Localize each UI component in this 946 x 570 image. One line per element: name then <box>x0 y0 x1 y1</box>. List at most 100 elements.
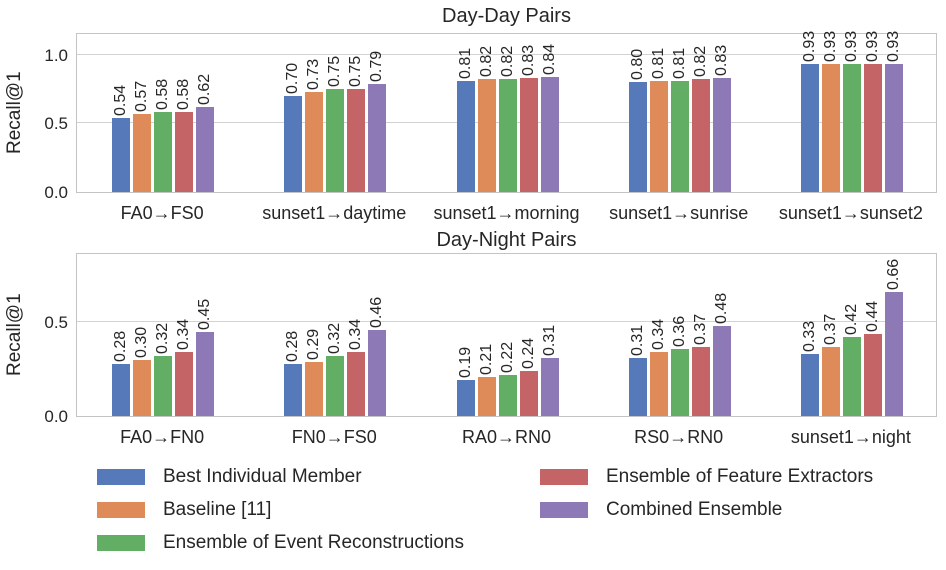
bar <box>670 348 689 416</box>
bar-value-label: 0.28 <box>284 330 302 362</box>
bar <box>863 333 882 416</box>
bar-value-label: 0.81 <box>670 47 688 79</box>
bar-value-label: 0.37 <box>691 313 709 345</box>
x-category-label: sunset1→daytime <box>262 203 407 223</box>
legend-swatch <box>97 468 145 485</box>
bar-value-label: 0.48 <box>712 292 730 325</box>
bar <box>347 352 366 416</box>
x-category-label: FN0→FS0 <box>291 427 377 447</box>
bar-value-label: 0.79 <box>368 50 386 82</box>
bar <box>175 352 194 416</box>
x-category-label: sunset1→morning <box>433 203 580 223</box>
bar <box>712 326 731 416</box>
legend-swatch <box>540 468 588 485</box>
bar-value-label: 0.34 <box>649 319 667 351</box>
bar <box>477 79 496 192</box>
legend-item: Best Individual Member <box>97 460 362 493</box>
x-category-label: FA0→FN0 <box>120 427 205 447</box>
x-category-label: RA0→RN0 <box>461 427 551 447</box>
x-category-label: sunset1→sunrise <box>609 203 749 223</box>
bar <box>842 64 861 192</box>
plot-area: 0.54 0.57 0.58 0.58 0.62 0.70 0.73 0.75 0.75 0.79… <box>76 31 937 193</box>
legend-label: Best Individual Member <box>163 465 362 487</box>
bar <box>800 354 819 416</box>
bar-value-label: 0.24 <box>519 337 537 370</box>
bar <box>712 78 731 192</box>
bar <box>368 329 387 416</box>
bar <box>154 112 173 192</box>
bar-value-label: 0.29 <box>305 328 323 360</box>
legend-item: Baseline [11] <box>97 493 271 526</box>
bar <box>456 380 475 416</box>
bar-value-label: 0.57 <box>133 80 151 112</box>
legend-label: Baseline [11] <box>163 498 272 520</box>
bar <box>628 82 647 192</box>
legend-label: Combined Ensemble <box>606 498 783 520</box>
bar-value-label: 0.83 <box>519 44 537 77</box>
bar-value-label: 0.80 <box>628 49 646 81</box>
bar <box>628 357 647 416</box>
bar-value-label: 0.45 <box>196 298 214 330</box>
bar <box>884 64 903 192</box>
gridline <box>77 53 936 55</box>
bar <box>133 359 152 416</box>
bar <box>540 357 559 416</box>
bar <box>670 80 689 192</box>
bar <box>498 79 517 192</box>
bar-value-label: 0.93 <box>842 31 860 63</box>
plot-area: 0.28 0.30 0.32 0.34 0.45 0.28 0.29 0.32 0.34 0.46… <box>76 253 937 417</box>
bar-value-label: 0.82 <box>477 46 495 78</box>
bar <box>196 106 215 192</box>
bar-value-label: 0.81 <box>456 47 474 79</box>
bar-value-label: 0.93 <box>863 31 881 63</box>
legend-item: Combined Ensemble <box>540 493 782 526</box>
bar-value-label: 0.28 <box>112 330 130 362</box>
bar-value-label: 0.81 <box>649 47 667 79</box>
bar <box>540 76 559 192</box>
bar <box>326 356 345 416</box>
bar-value-label: 0.34 <box>347 319 365 351</box>
bar <box>284 363 303 416</box>
chart-title: Day-Day Pairs <box>442 5 571 27</box>
bar <box>133 113 152 192</box>
legend-item: Ensemble of Feature Extractors <box>540 460 873 493</box>
bar-value-label: 0.75 <box>347 55 365 87</box>
bar <box>691 79 710 192</box>
x-category-label: RS0→RN0 <box>634 427 724 447</box>
bar <box>305 91 324 192</box>
bar <box>519 78 538 192</box>
bar-value-label: 0.32 <box>154 322 172 355</box>
bar-value-label: 0.75 <box>326 55 344 87</box>
bar-value-label: 0.44 <box>863 300 881 332</box>
bar <box>821 64 840 192</box>
bar-value-label: 0.82 <box>691 46 709 78</box>
gridline <box>77 321 936 323</box>
legend-swatch <box>97 501 145 518</box>
bar-value-label: 0.70 <box>284 62 302 94</box>
chart-title: Day-Night Pairs <box>436 229 577 251</box>
legend-swatch <box>540 501 588 518</box>
bar <box>326 89 345 192</box>
bar <box>347 89 366 192</box>
bar-value-label: 0.93 <box>821 31 839 63</box>
bar <box>821 346 840 416</box>
bar-value-label: 0.93 <box>800 31 818 63</box>
bar <box>863 64 882 192</box>
bar-value-label: 0.36 <box>670 315 688 347</box>
bar <box>884 292 903 416</box>
bar-value-label: 0.73 <box>305 58 323 90</box>
bar-value-label: 0.32 <box>326 322 344 355</box>
bar-value-label: 0.58 <box>175 79 193 111</box>
bar-value-label: 0.31 <box>540 324 558 356</box>
bar <box>691 346 710 416</box>
bar-value-label: 0.33 <box>800 321 818 353</box>
x-category-label: FA0→FS0 <box>120 203 204 223</box>
bar-value-label: 0.62 <box>196 73 214 105</box>
legend-label: Ensemble of Feature Extractors <box>606 465 874 487</box>
bar <box>305 361 324 416</box>
bar-value-label: 0.22 <box>498 341 516 373</box>
bar-value-label: 0.19 <box>456 347 474 379</box>
bar-value-label: 0.46 <box>368 296 386 328</box>
bar-value-label: 0.34 <box>175 319 193 351</box>
